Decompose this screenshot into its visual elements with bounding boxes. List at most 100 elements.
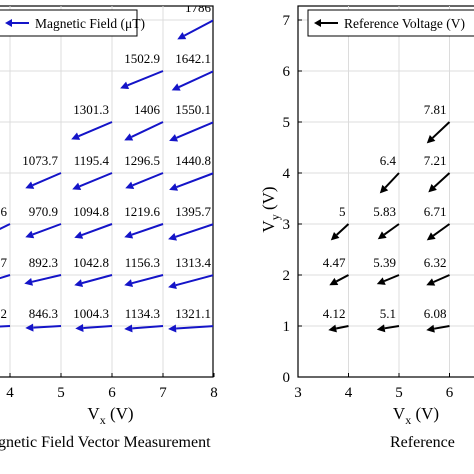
reference-vector-head	[379, 184, 389, 194]
reference-vector-shaft	[335, 274, 349, 283]
reference-vector-head	[330, 231, 340, 241]
magnetic-vector-head	[25, 323, 34, 332]
magnetic-vector-head	[177, 32, 187, 40]
magnetic-vector-head	[171, 83, 181, 91]
reference-vector-head	[426, 278, 436, 286]
reference-vector-value-label: 7.81	[424, 102, 447, 117]
magnetic-vector-value-label: 1296.5	[124, 153, 160, 168]
reference-vector-value-label: 7.21	[424, 153, 447, 168]
magnetic-vector-value-label: 1321.1	[175, 306, 211, 321]
reference-vector-value-label: 5.1	[380, 306, 396, 321]
magnetic-vector-shaft	[131, 274, 164, 285]
reference-y-tick-label: 1	[283, 319, 291, 335]
reference-vector-shaft	[431, 121, 451, 139]
reference-x-axis-label: Vx (V)	[393, 404, 439, 427]
reference-vector-value-label: 5.39	[373, 255, 396, 270]
magnetic-vector-value-label: 892.3	[29, 255, 58, 270]
reference-vector-head	[376, 277, 386, 285]
magnetic-vector-value-label: 1219.6	[124, 204, 160, 219]
reference-vector-value-label: 5	[339, 204, 346, 219]
magnetic-vector-head	[24, 277, 33, 286]
magnetic-vector-head	[74, 279, 84, 287]
magnetic-vector-shaft	[79, 172, 113, 188]
magnetic-vector-head	[169, 134, 179, 142]
reference-legend-arrow-head	[314, 19, 321, 27]
magnetic-x-tick-label: 7	[159, 385, 167, 401]
magnetic-vector-value-label: 1004.3	[73, 306, 109, 321]
reference-y-tick-label: 4	[283, 166, 291, 182]
magnetic-vector-value-label: 1042.8	[73, 255, 109, 270]
reference-vector-head	[428, 184, 437, 193]
right-chart-caption: Reference	[390, 434, 455, 451]
magnetic-vector-shaft	[31, 274, 62, 283]
magnetic-vector-head	[168, 324, 177, 333]
reference-vector-value-label: 4.12	[323, 306, 346, 321]
reference-vector-value-label: 6.4	[380, 153, 397, 168]
magnetic-vector-value-label: 1395.7	[175, 204, 211, 219]
magnetic-vector-head	[169, 183, 179, 191]
magnetic-vector-head	[75, 324, 84, 332]
reference-x-tick-label: 3	[294, 385, 302, 401]
reference-y-tick-label: 2	[283, 268, 291, 284]
magnetic-vector-shaft	[81, 223, 113, 236]
reference-vector-head	[329, 277, 339, 286]
reference-x-tick-label: 6	[446, 385, 454, 401]
magnetic-vector-value-label: 1502.9	[124, 51, 160, 66]
reference-vector-head	[377, 231, 387, 240]
reference-vector-head	[426, 324, 435, 333]
reference-x-tick-label: 4	[345, 385, 353, 401]
magnetic-vector-value-label: 1550.1	[175, 102, 211, 117]
magnetic-x-tick-label: 4	[6, 385, 14, 401]
magnetic-vector-head	[120, 81, 130, 90]
magnetic-x-tick-label: 8	[210, 385, 218, 401]
magnetic-vector-shaft	[0, 325, 11, 328]
magnetic-vector-shaft	[32, 172, 62, 187]
magnetic-vector-shaft	[132, 172, 164, 187]
magnetic-vector-head	[25, 230, 35, 239]
reference-vector-head	[328, 324, 337, 333]
left-chart-caption: gnetic Field Vector Measurement	[0, 434, 211, 451]
magnetic-vector-field: 1786 1502.9 1642.1 1301.3 1406 1550.1 1073.7 11…	[0, 6, 213, 333]
magnetic-vector-value-label: 1301.3	[73, 102, 109, 117]
magnetic-vector-shaft	[127, 70, 164, 87]
magnetic-vector-head	[74, 231, 84, 239]
magnetic-plot-frame	[0, 5, 214, 378]
magnetic-vector-value-label: 1156.3	[125, 255, 160, 270]
reference-voltage-chart: 3 4 5 6 0 1 2 3 4 5 6 7 Vx (V) Vy (V) 6.4 7.81 7.21 5 5.83…	[259, 5, 474, 427]
magnetic-vector-value-label: 1195.4	[74, 153, 110, 168]
magnetic-vector-value-label: 1440.8	[175, 153, 211, 168]
reference-vector-shaft	[335, 325, 349, 330]
magnetic-vector-shaft	[176, 325, 213, 330]
magnetic-legend-arrow-head	[5, 19, 12, 27]
reference-vector-shaft	[336, 223, 350, 236]
reference-vector-shaft	[384, 325, 400, 330]
reference-y-axis-label: Vy (V)	[259, 186, 282, 232]
magnetic-x-axis-label: Vx (V)	[87, 404, 133, 427]
magnetic-vector-shaft	[131, 121, 164, 138]
magnetic-vector-value-label: 846.3	[29, 306, 58, 321]
magnetic-vector-head	[125, 181, 135, 190]
magnetic-vector-value-label: 970.9	[29, 204, 58, 219]
reference-vector-head	[426, 135, 436, 144]
reference-vector-value-label: 6.08	[424, 306, 447, 321]
magnetic-x-tick-label: 6	[108, 385, 116, 401]
magnetic-x-tick-label: 5	[57, 385, 65, 401]
magnetic-vector-head	[124, 230, 134, 239]
magnetic-vector-value-label: 6	[1, 204, 8, 219]
magnetic-vector-shaft	[176, 121, 213, 139]
magnetic-vector-head	[124, 324, 133, 333]
magnetic-vector-shaft	[175, 274, 213, 287]
magnetic-vector-shaft	[175, 223, 213, 238]
magnetic-legend-label: Magnetic Field (μT)	[35, 16, 145, 31]
reference-y-tick-label: 7	[283, 13, 291, 29]
magnetic-vector-shaft	[0, 274, 11, 280]
reference-vector-value-label: 6.32	[424, 255, 447, 270]
magnetic-vector-head	[72, 182, 82, 190]
magnetic-vector-value-label: 1134.3	[125, 306, 160, 321]
magnetic-vector-shaft	[131, 223, 164, 236]
reference-vector-head	[426, 232, 436, 241]
magnetic-vector-value-label: 2	[1, 306, 8, 321]
magnetic-vector-value-label: 1073.7	[22, 153, 58, 168]
reference-vector-value-label: 4.47	[323, 255, 346, 270]
